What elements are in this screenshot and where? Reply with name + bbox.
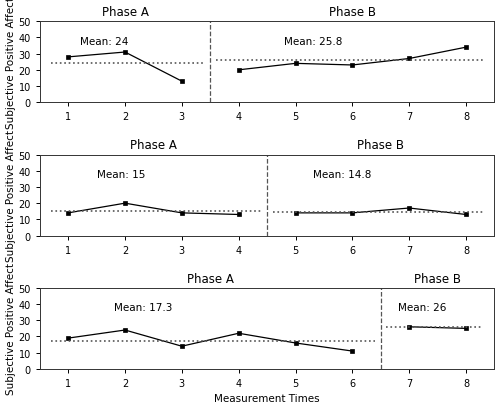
X-axis label: Measurement Times: Measurement Times bbox=[214, 393, 320, 403]
Text: Mean: 17.3: Mean: 17.3 bbox=[114, 303, 172, 312]
Y-axis label: Subjective Positive Affect: Subjective Positive Affect bbox=[6, 130, 16, 261]
Text: Mean: 14.8: Mean: 14.8 bbox=[312, 170, 371, 180]
Text: Phase A: Phase A bbox=[102, 6, 148, 19]
Text: Phase B: Phase B bbox=[358, 139, 405, 152]
Text: Phase A: Phase A bbox=[187, 272, 234, 285]
Y-axis label: Subjective Positive Affect: Subjective Positive Affect bbox=[6, 0, 16, 128]
Text: Mean: 26: Mean: 26 bbox=[398, 303, 446, 312]
Text: Phase A: Phase A bbox=[130, 139, 177, 152]
Text: Mean: 25.8: Mean: 25.8 bbox=[284, 36, 343, 47]
Text: Phase B: Phase B bbox=[329, 6, 376, 19]
Text: Phase B: Phase B bbox=[414, 272, 461, 285]
Text: Mean: 24: Mean: 24 bbox=[80, 36, 128, 47]
Y-axis label: Subjective Positive Affect: Subjective Positive Affect bbox=[6, 263, 16, 394]
Text: Mean: 15: Mean: 15 bbox=[96, 170, 145, 180]
